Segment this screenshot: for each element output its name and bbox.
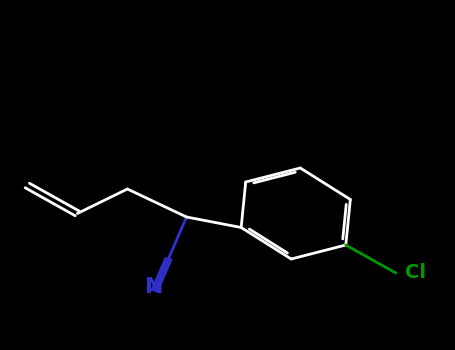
- Text: N: N: [146, 277, 164, 297]
- Text: Cl: Cl: [405, 264, 426, 282]
